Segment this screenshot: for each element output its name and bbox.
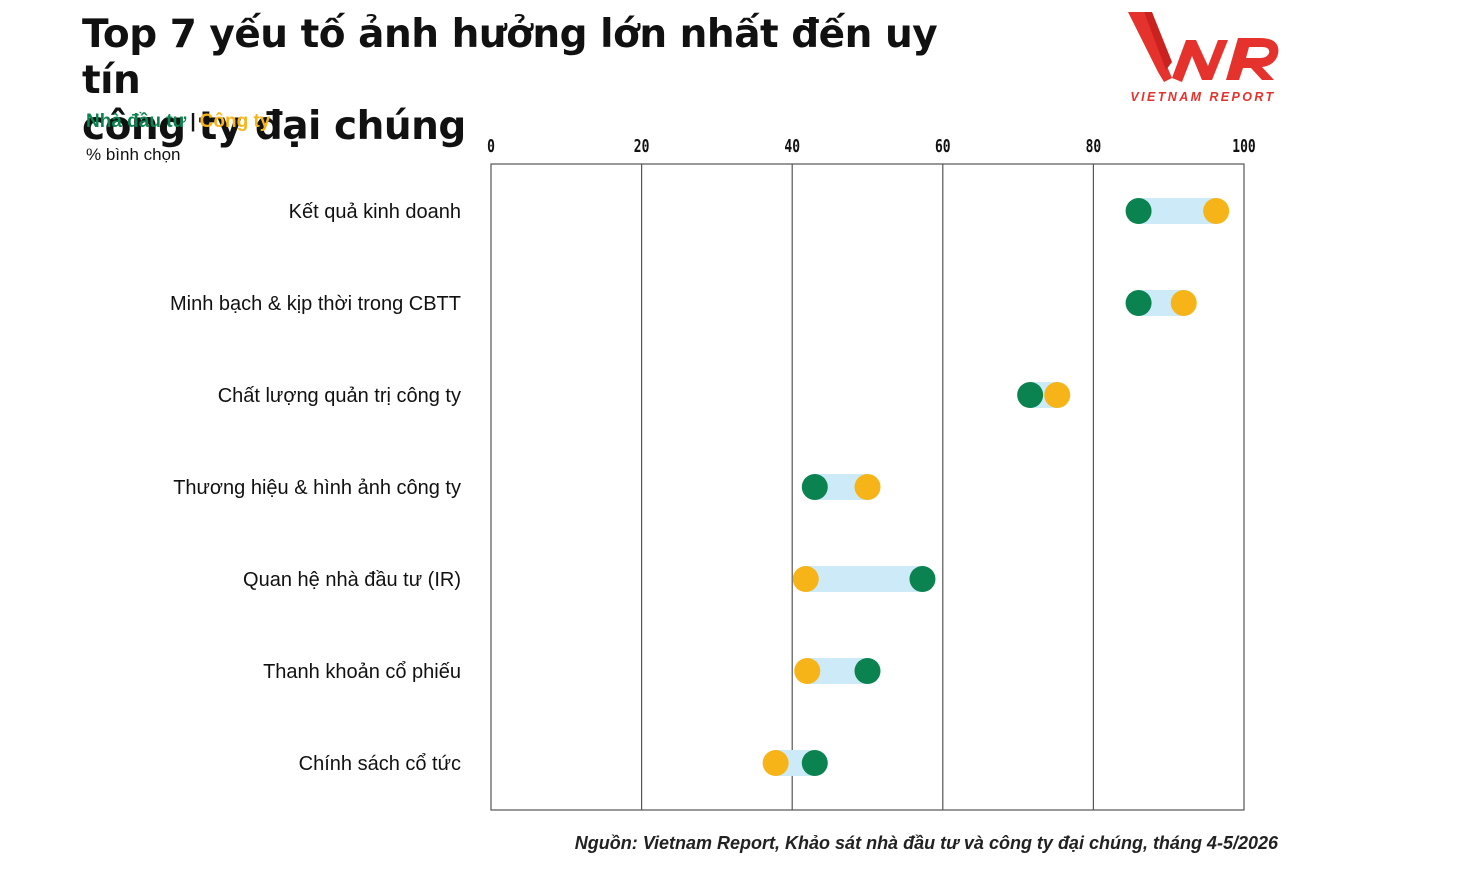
legend-separator: | xyxy=(190,111,196,132)
category-label-2: Minh bạch & kịp thời trong CBTT xyxy=(170,293,461,315)
category-label-4: Thương hiệu & hình ảnh công ty xyxy=(173,477,461,499)
category-label-3: Chất lượng quản trị công ty xyxy=(218,385,461,407)
category-label-7: Chính sách cổ tức xyxy=(299,753,461,775)
grid-lines xyxy=(490,163,1245,811)
company-point-1 xyxy=(1203,198,1230,224)
investor-point-3 xyxy=(1017,382,1044,408)
vietnam-report-logo: VIETNAM REPORT xyxy=(1122,8,1284,108)
plot-frame xyxy=(490,163,1245,811)
investor-point-7 xyxy=(801,750,828,776)
investor-point-2 xyxy=(1125,290,1152,316)
category-label-6: Thanh khoản cổ phiếu xyxy=(263,661,461,683)
company-point-4 xyxy=(854,474,881,500)
investor-point-5 xyxy=(909,566,936,592)
x-tick-label-60: 60 xyxy=(935,135,951,157)
source-note: Nguồn: Vietnam Report, Khảo sát nhà đầu … xyxy=(574,833,1278,853)
x-axis-ticks: 0 20 40 60 80 100 xyxy=(487,135,1256,157)
company-point-2 xyxy=(1170,290,1197,316)
title-line-2: công ty đại chúng xyxy=(82,104,466,149)
company-point-5 xyxy=(792,566,819,592)
company-point-6 xyxy=(794,658,821,684)
x-tick-label-40: 40 xyxy=(784,135,800,157)
x-tick-label-100: 100 xyxy=(1232,135,1255,157)
data-points xyxy=(762,198,1230,776)
category-label-5: Quan hệ nhà đầu tư (IR) xyxy=(243,569,461,591)
title-line-1: Top 7 yếu tố ảnh hưởng lớn nhất đến uy t… xyxy=(82,12,938,103)
investor-point-6 xyxy=(854,658,881,684)
legend: Nhà đầu tư | Công ty xyxy=(86,111,270,133)
legend-company: Công ty xyxy=(199,111,271,132)
logo-tagline: VIETNAM REPORT xyxy=(1130,90,1276,104)
company-point-7 xyxy=(762,750,789,776)
legend-investor: Nhà đầu tư xyxy=(86,111,187,132)
chart-title: Top 7 yếu tố ảnh hưởng lớn nhất đến uy t… xyxy=(82,12,982,150)
category-labels: Kết quả kinh doanh Minh bạch & kịp thời t… xyxy=(170,201,461,775)
range-bar-5 xyxy=(805,566,923,592)
x-tick-label-0: 0 xyxy=(487,135,495,157)
unit-label: % bình chọn xyxy=(86,145,181,164)
company-point-3 xyxy=(1044,382,1071,408)
x-tick-label-20: 20 xyxy=(634,135,650,157)
investor-point-4 xyxy=(801,474,828,500)
range-bars xyxy=(775,198,1217,776)
category-label-1: Kết quả kinh doanh xyxy=(289,201,461,223)
investor-point-1 xyxy=(1125,198,1152,224)
vnr-logo-mark xyxy=(1128,12,1279,82)
x-tick-label-80: 80 xyxy=(1086,135,1102,157)
